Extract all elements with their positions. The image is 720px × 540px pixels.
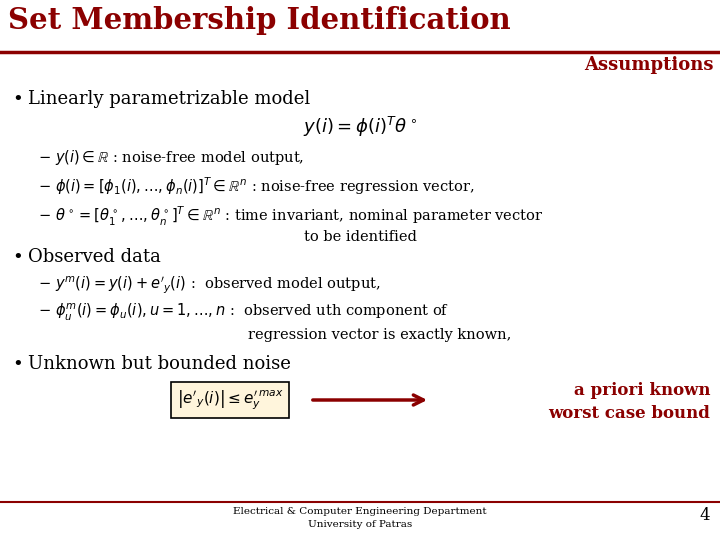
Text: $-\ y^m(i) = y(i) + e'_y(i)$ :  observed model output,: $-\ y^m(i) = y(i) + e'_y(i)$ : observed … <box>38 275 381 296</box>
Text: Electrical & Computer Engineering Department
University of Patras: Electrical & Computer Engineering Depart… <box>233 507 487 529</box>
Text: •: • <box>12 355 23 373</box>
Text: •: • <box>12 248 23 266</box>
Text: $-\ \phi(i) = [\phi_1(i),\ldots,\phi_n(i)]^T \in \mathbb{R}^n$ : noise-free regr: $-\ \phi(i) = [\phi_1(i),\ldots,\phi_n(i… <box>38 175 474 197</box>
Text: Set Membership Identification: Set Membership Identification <box>8 6 510 35</box>
Text: $-\ \phi^m_u(i) = \phi_u(i), u=1,\ldots,n$ :  observed uth component of: $-\ \phi^m_u(i) = \phi_u(i), u=1,\ldots,… <box>38 302 449 323</box>
Text: regression vector is exactly known,: regression vector is exactly known, <box>248 328 512 342</box>
Text: Linearly parametrizable model: Linearly parametrizable model <box>28 90 310 108</box>
Text: Assumptions: Assumptions <box>585 56 714 74</box>
Text: 4: 4 <box>699 507 710 524</box>
Text: Unknown but bounded noise: Unknown but bounded noise <box>28 355 291 373</box>
Text: $-\ \theta^\circ = [\theta^\circ_1,\ldots,\theta^\circ_n]^T \in \mathbb{R}^n$ : : $-\ \theta^\circ = [\theta^\circ_1,\ldot… <box>38 205 544 228</box>
Text: •: • <box>12 90 23 108</box>
FancyArrowPatch shape <box>312 395 423 405</box>
Text: to be identified: to be identified <box>304 230 416 244</box>
Text: Observed data: Observed data <box>28 248 161 266</box>
Text: $\left|e'_y(i)\right| \leq e^{\prime\,max}_y$: $\left|e'_y(i)\right| \leq e^{\prime\,ma… <box>176 388 283 411</box>
Text: $y(i) = \phi(i)^T \theta^\circ$: $y(i) = \phi(i)^T \theta^\circ$ <box>303 115 417 139</box>
Text: a priori known
worst case bound: a priori known worst case bound <box>548 382 710 422</box>
Text: $-\ y(i) \in \mathbb{R}$ : noise-free model output,: $-\ y(i) \in \mathbb{R}$ : noise-free mo… <box>38 148 305 167</box>
